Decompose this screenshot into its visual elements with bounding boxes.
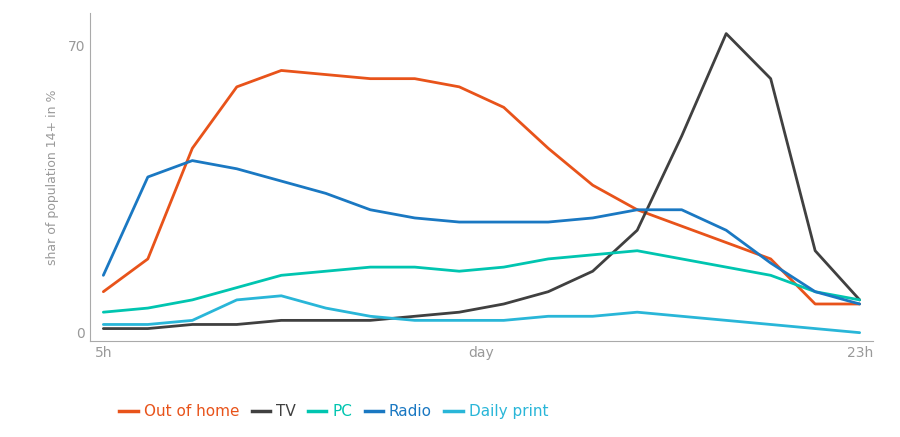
- Y-axis label: shar of population 14+ in %: shar of population 14+ in %: [46, 89, 59, 265]
- Legend: Out of home, TV, PC, Radio, Daily print: Out of home, TV, PC, Radio, Daily print: [113, 398, 554, 425]
